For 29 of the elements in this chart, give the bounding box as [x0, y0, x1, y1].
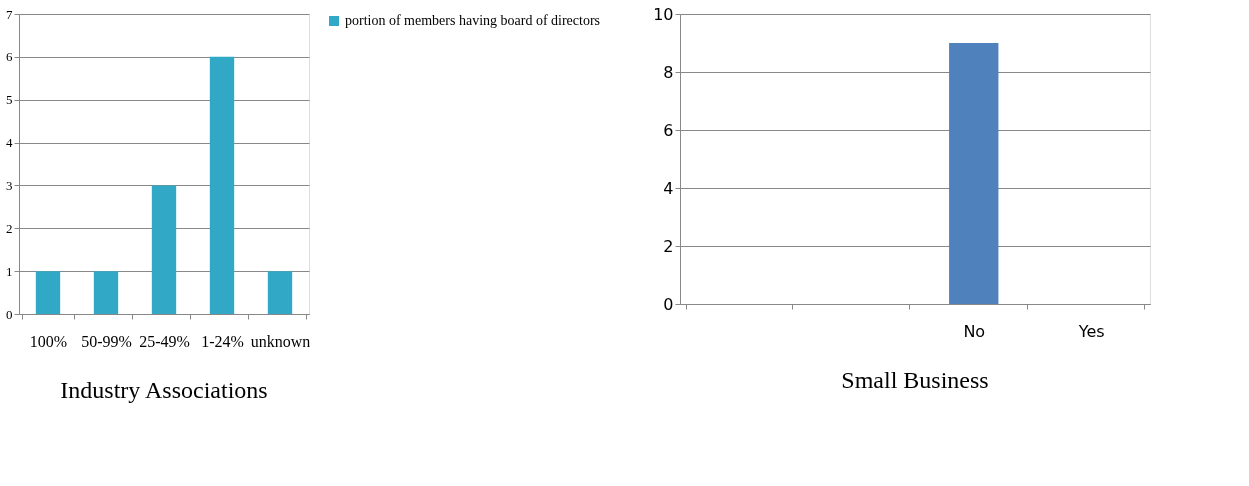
- bar: [209, 56, 235, 314]
- y-tick-label: 7: [6, 6, 13, 22]
- y-tick-label: 6: [6, 49, 13, 65]
- y-tick-label: 3: [6, 177, 13, 193]
- legend-label: portion of members having board of directors: [345, 13, 601, 28]
- y-tick-label: 0: [663, 294, 674, 314]
- y-tick-label: 2: [663, 236, 674, 256]
- y-tick-label: 10: [653, 4, 674, 24]
- text: Small Business: [841, 367, 989, 393]
- text: Industry Associations: [60, 377, 268, 403]
- bar: [35, 271, 61, 314]
- y-tick-label: 4: [6, 135, 13, 151]
- x-tick-label: No: [963, 321, 986, 341]
- bar: [151, 185, 177, 314]
- bar: [93, 271, 119, 314]
- y-tick-label: 2: [6, 220, 13, 236]
- y-tick-label: 1: [6, 263, 13, 279]
- y-tick-label: 5: [6, 92, 13, 108]
- y-tick-label: 8: [663, 62, 674, 82]
- x-tick-label: unknown: [250, 332, 311, 350]
- y-tick-label: 6: [663, 120, 674, 140]
- x-tick-label: 25-49%: [139, 332, 190, 350]
- bar: [267, 271, 293, 314]
- x-tick-label: 1-24%: [201, 332, 244, 350]
- x-tick-label: Yes: [1077, 321, 1105, 341]
- x-tick-label: 50-99%: [81, 332, 132, 350]
- y-tick-label: 0: [6, 306, 13, 322]
- x-tick-label: 100%: [29, 332, 68, 350]
- y-tick-label: 4: [663, 178, 674, 198]
